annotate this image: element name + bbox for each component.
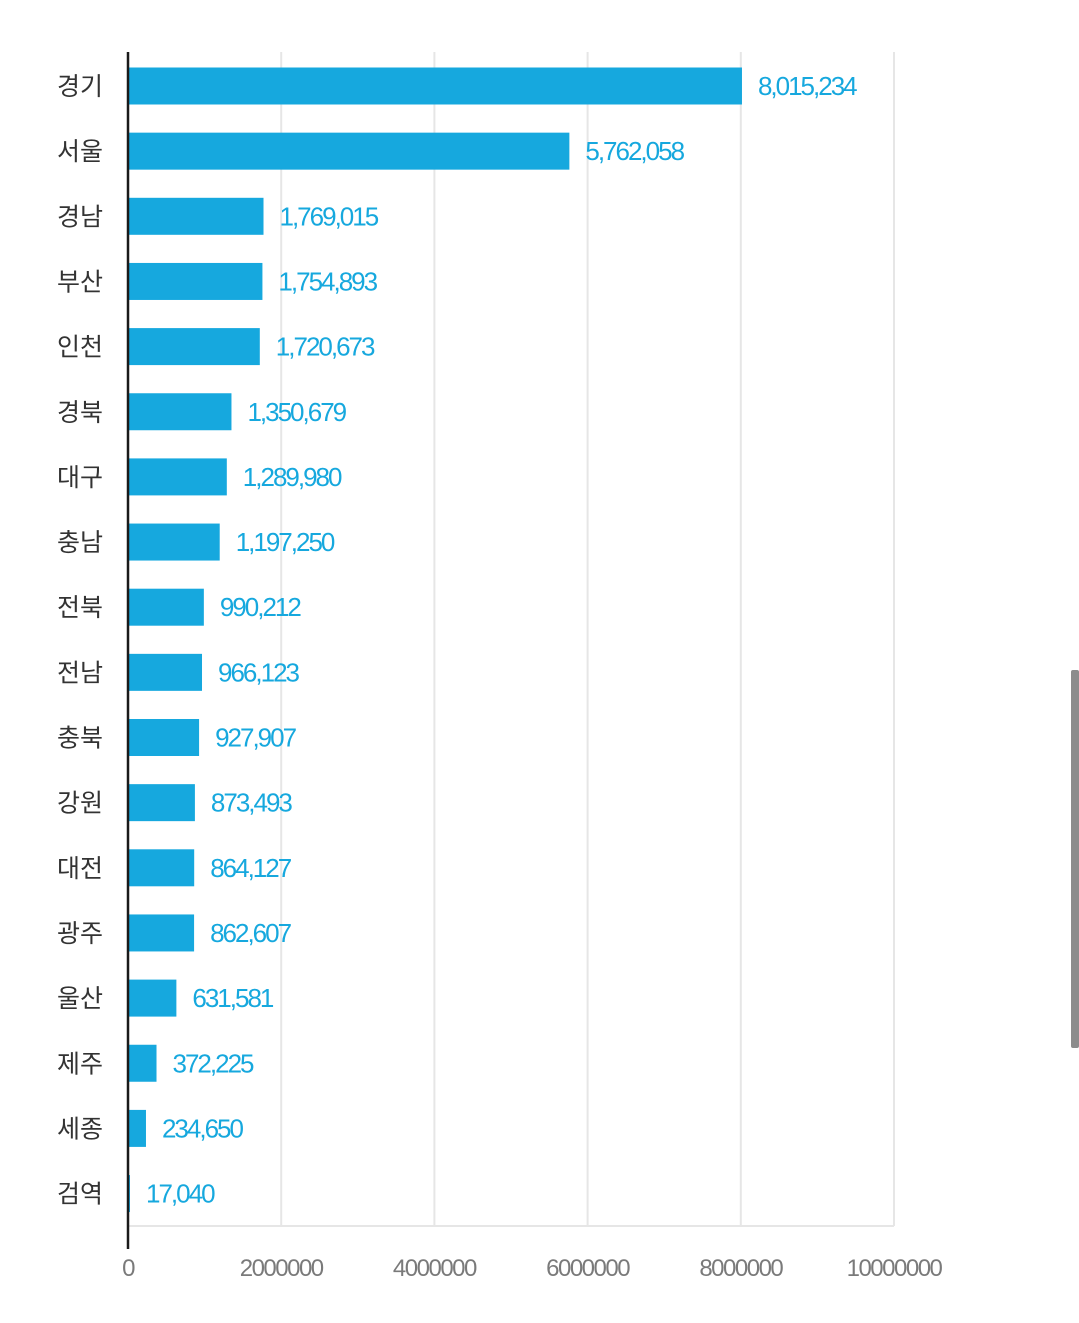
category-label: 세종 xyxy=(57,1114,103,1143)
value-label: 17,040 xyxy=(146,1179,215,1209)
value-label: 8,015,234 xyxy=(758,71,857,101)
category-label: 충북 xyxy=(57,724,103,753)
x-tick-label: 8000000 xyxy=(699,1255,783,1282)
category-label: 검역 xyxy=(57,1180,103,1209)
x-tick-label: 10000000 xyxy=(847,1255,943,1282)
value-labels: 8,015,234 5,762,058 1,769,015 1,754,893 1,72… xyxy=(146,71,859,1209)
category-label: 강원 xyxy=(57,789,103,818)
bar xyxy=(128,849,195,887)
gridlines xyxy=(128,52,895,1227)
category-label: 전북 xyxy=(57,593,103,622)
x-tick-label: 4000000 xyxy=(393,1255,477,1282)
bar xyxy=(128,262,263,300)
bar xyxy=(128,523,220,561)
value-label: 372,225 xyxy=(173,1048,255,1078)
value-label: 990,212 xyxy=(220,592,302,622)
value-label: 1,289,980 xyxy=(243,462,342,492)
category-label: 울산 xyxy=(57,984,103,1013)
scrollbar[interactable] xyxy=(1071,670,1079,1048)
category-label: 광주 xyxy=(57,919,103,948)
bar xyxy=(128,393,232,431)
bar xyxy=(128,197,264,235)
bar xyxy=(128,328,260,366)
value-label: 1,769,015 xyxy=(280,201,379,231)
bar xyxy=(128,1044,157,1082)
x-tick-label: 0 xyxy=(122,1255,135,1282)
bar xyxy=(128,719,200,756)
value-label: 966,123 xyxy=(218,657,300,687)
value-label: 5,762,058 xyxy=(585,136,684,166)
value-label: 1,754,893 xyxy=(278,266,377,296)
value-label: 927,907 xyxy=(215,723,297,753)
value-label: 234,650 xyxy=(162,1113,244,1143)
x-tick-label: 6000000 xyxy=(546,1255,630,1282)
category-label: 부산 xyxy=(57,267,103,296)
bar xyxy=(128,784,195,822)
category-label: 대구 xyxy=(57,463,103,492)
category-label: 대전 xyxy=(57,854,103,883)
value-label: 864,127 xyxy=(210,853,292,883)
category-label: 서울 xyxy=(57,137,103,166)
category-label: 경남 xyxy=(57,202,103,231)
value-label: 1,197,250 xyxy=(236,527,335,557)
bar xyxy=(128,132,570,170)
bar xyxy=(128,67,742,105)
bar xyxy=(128,653,203,691)
bar xyxy=(128,914,195,952)
category-label: 충남 xyxy=(57,528,103,557)
x-tick-label: 2000000 xyxy=(240,1255,324,1282)
x-axis-tick-labels: 0 2000000 4000000 6000000 8000000 10000000 xyxy=(122,1255,944,1282)
category-label: 제주 xyxy=(57,1049,103,1078)
value-label: 1,350,679 xyxy=(247,397,346,427)
bar xyxy=(128,1109,146,1147)
category-label: 경기 xyxy=(57,72,103,101)
bar xyxy=(128,458,227,496)
bar xyxy=(128,588,204,626)
value-label: 862,607 xyxy=(210,918,292,948)
category-label: 경북 xyxy=(57,398,103,427)
category-label: 전남 xyxy=(57,658,103,687)
value-label: 631,581 xyxy=(192,983,274,1013)
value-label: 1,720,673 xyxy=(276,332,375,362)
value-label: 873,493 xyxy=(211,788,293,818)
bars xyxy=(128,67,742,1213)
bar xyxy=(128,979,177,1017)
category-label: 인천 xyxy=(57,333,103,362)
